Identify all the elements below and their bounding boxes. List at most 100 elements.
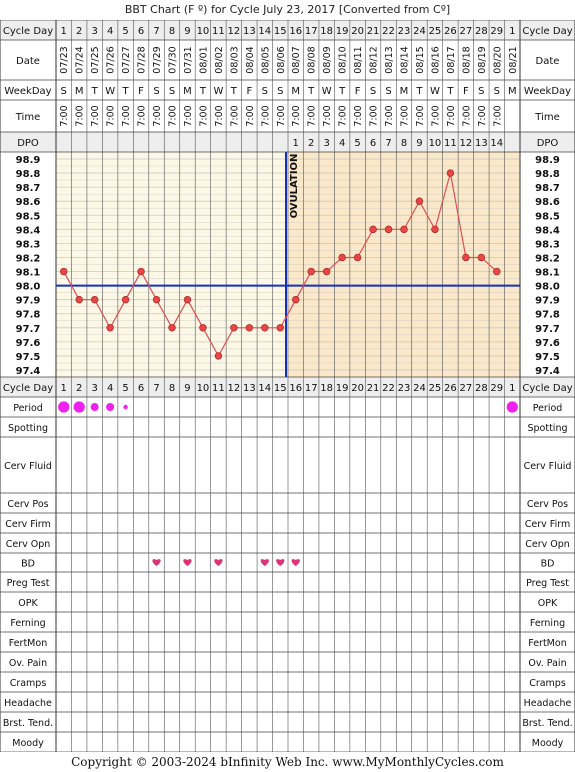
date-cell: 08/16 bbox=[430, 46, 441, 73]
period-dot bbox=[73, 401, 85, 413]
date-cell: 08/10 bbox=[338, 46, 349, 73]
row-label-spotting-right: Spotting bbox=[527, 423, 567, 434]
date-cell: 08/18 bbox=[461, 46, 472, 73]
row-label-fertmon-right: FertMon bbox=[528, 638, 566, 649]
y-tick-label-right: 98.4 bbox=[535, 225, 560, 236]
time-cell: 7:00 bbox=[152, 105, 163, 126]
weekday-cell: W bbox=[430, 86, 440, 97]
bbt-chart: Cycle Day Cycle Day Date Date WeekDay WeekDay… bbox=[0, 20, 575, 752]
cycle-day-cell: 13 bbox=[243, 26, 256, 37]
row-label-period-right: Period bbox=[533, 403, 563, 414]
date-cell: 07/31 bbox=[183, 46, 194, 73]
date-cell: 08/09 bbox=[322, 46, 333, 73]
date-cell: 07/30 bbox=[168, 46, 179, 73]
date-cell: 08/03 bbox=[229, 46, 240, 73]
cycle-day-cell-bottom: 25 bbox=[429, 383, 442, 394]
time-cell: 7:00 bbox=[75, 105, 86, 126]
temperature-point bbox=[292, 295, 300, 304]
temperature-point bbox=[121, 295, 130, 304]
date-cell: 08/05 bbox=[260, 46, 271, 73]
bd-heart-icon bbox=[260, 559, 269, 566]
bd-heart-icon bbox=[291, 559, 300, 566]
y-tick-label-left: 98.8 bbox=[16, 169, 41, 180]
row-label-time-right: Time bbox=[534, 112, 559, 123]
cycle-day-cell: 3 bbox=[91, 26, 97, 37]
row-label-cerv-fluid-right: Cerv Fluid bbox=[524, 461, 572, 472]
cycle-day-cell-bottom: 17 bbox=[305, 383, 318, 394]
time-cell: 7:00 bbox=[198, 105, 209, 126]
row-label-cycle-day-left: Cycle Day bbox=[3, 26, 53, 37]
weekday-cell: S bbox=[262, 86, 268, 97]
time-cell: 7:00 bbox=[183, 105, 194, 126]
temperature-point bbox=[338, 253, 346, 262]
date-cell: 07/26 bbox=[106, 46, 117, 73]
row-label-cerv-pos-left: Cerv Pos bbox=[7, 499, 48, 510]
y-tick-label-left: 97.4 bbox=[16, 366, 41, 377]
row-label-brst-tend-right: Brst. Tend. bbox=[522, 718, 572, 729]
temperature-point bbox=[369, 225, 377, 234]
temperature-point bbox=[199, 324, 207, 332]
row-label-ferning-left: Ferning bbox=[10, 618, 45, 629]
y-tick-label-right: 97.6 bbox=[535, 338, 560, 349]
row-label-ov-pain-right: Ov. Pain bbox=[528, 658, 566, 669]
time-cell: 7:00 bbox=[477, 105, 488, 126]
time-cell: 7:00 bbox=[260, 105, 271, 126]
cycle-day-cell: 18 bbox=[320, 26, 333, 37]
y-tick-label-left: 98.2 bbox=[16, 253, 41, 264]
bd-heart-icon bbox=[152, 559, 161, 566]
date-cell: 07/24 bbox=[75, 46, 86, 73]
row-label-period-left: Period bbox=[13, 403, 43, 414]
temperature-point bbox=[106, 324, 114, 332]
weekday-cell: M bbox=[183, 86, 192, 97]
y-tick-label-left: 97.7 bbox=[16, 324, 41, 335]
date-cell: 08/12 bbox=[369, 46, 380, 73]
row-label-ferning-right: Ferning bbox=[530, 618, 565, 629]
copyright-footer: Copyright © 2003-2024 bInfinity Web Inc.… bbox=[71, 755, 504, 769]
period-dot bbox=[123, 404, 128, 410]
cycle-day-cell-bottom: 10 bbox=[197, 383, 210, 394]
time-cell: 7:00 bbox=[400, 105, 411, 126]
cycle-day-cell-bottom: 16 bbox=[289, 383, 302, 394]
row-label-cramps-left: Cramps bbox=[10, 678, 47, 689]
y-tick-label-left: 98.4 bbox=[16, 225, 41, 236]
temperature-point bbox=[462, 253, 470, 262]
y-tick-label-right: 97.4 bbox=[535, 366, 560, 377]
y-tick-label-left: 98.5 bbox=[16, 211, 41, 222]
cycle-day-cell-bottom: 18 bbox=[320, 383, 333, 394]
y-tick-label-right: 98.5 bbox=[535, 211, 560, 222]
dpo-cell: 2 bbox=[308, 138, 314, 149]
time-cell: 7:00 bbox=[353, 105, 364, 126]
temperature-point bbox=[477, 253, 486, 262]
row-label-dpo-left: DPO bbox=[17, 138, 39, 149]
row-label-headache-left: Headache bbox=[4, 698, 52, 709]
period-dot bbox=[58, 401, 70, 413]
cycle-day-cell: 28 bbox=[475, 26, 488, 37]
time-cell: 7:00 bbox=[384, 105, 395, 126]
date-cell: 07/27 bbox=[121, 46, 132, 73]
dpo-cell: 10 bbox=[429, 138, 442, 149]
weekday-cell: T bbox=[230, 86, 238, 97]
cycle-day-cell: 26 bbox=[444, 26, 457, 37]
time-cell: 7:00 bbox=[307, 105, 318, 126]
dpo-cell: 3 bbox=[323, 138, 329, 149]
temperature-point bbox=[60, 267, 68, 276]
cycle-day-cell: 22 bbox=[382, 26, 395, 37]
row-label-cycle-day-bottom-right: Cycle Day bbox=[522, 383, 572, 394]
y-tick-label-right: 97.7 bbox=[535, 324, 560, 335]
cycle-day-cell: 9 bbox=[184, 26, 190, 37]
period-dot bbox=[506, 401, 518, 413]
time-cell: 7:00 bbox=[59, 105, 70, 126]
bd-heart-icon bbox=[276, 559, 285, 566]
cycle-day-cell-bottom: 21 bbox=[367, 383, 380, 394]
cycle-day-cell-bottom: 20 bbox=[351, 383, 364, 394]
cycle-day-cell-bottom: 28 bbox=[475, 383, 488, 394]
cycle-day-cell: 11 bbox=[212, 26, 225, 37]
cycle-day-cell: 12 bbox=[227, 26, 240, 37]
cycle-day-cell: 1 bbox=[509, 26, 515, 37]
date-cell: 08/21 bbox=[508, 46, 519, 73]
row-label-time-left: Time bbox=[15, 112, 40, 123]
weekday-cell: T bbox=[307, 86, 315, 97]
dpo-cell: 4 bbox=[339, 138, 345, 149]
date-cell: 08/20 bbox=[492, 46, 503, 73]
ovulation-label: OVULATION bbox=[289, 154, 300, 219]
